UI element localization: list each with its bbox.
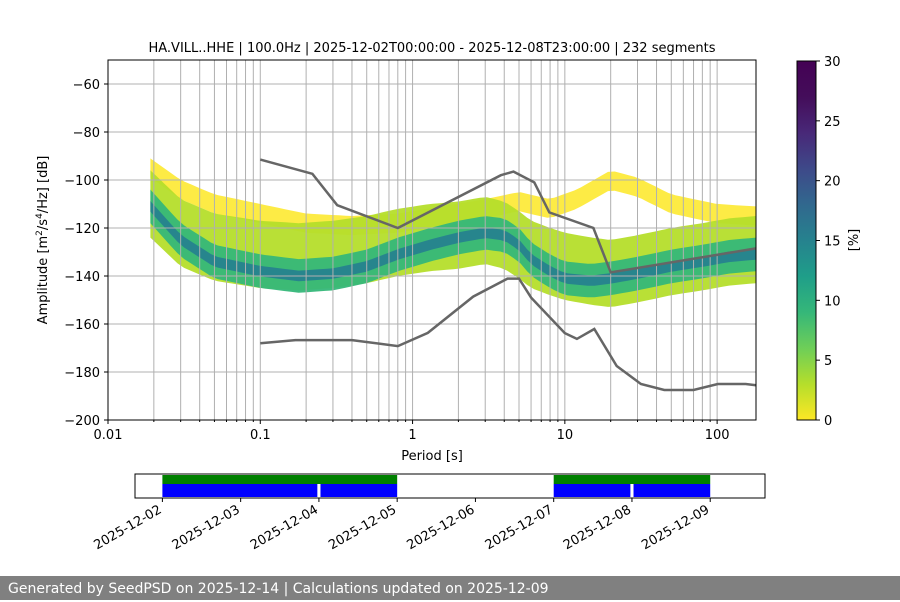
y-tick-label: −60 [73,78,100,93]
availability-frame [134,473,766,499]
footer-text: Generated by SeedPSD on 2025-12-14 | Cal… [8,581,549,597]
availability-span-green [553,475,711,484]
y-tick-label: −180 [64,366,100,381]
availability-date-ticks: 2025-12-02 2025-12-03 2025-12-04 2025-12-05… [91,498,712,553]
availability-span-blue [633,484,711,497]
availability-tick-label: 2025-12-06 [404,502,477,553]
y-tick-label: −160 [64,318,100,333]
availability-tick-label: 2025-12-03 [170,502,243,553]
availability-tick-label: 2025-12-04 [248,502,321,553]
availability-span-blue [162,484,318,497]
availability-tick-label: 2025-12-08 [561,502,634,553]
plot-frame [107,59,757,421]
colorbar-label: [%] [847,229,862,252]
density-band-upper [150,158,756,236]
availability-tick-label: 2025-12-09 [639,502,712,553]
y-tick-label: −80 [73,126,100,141]
y-tick-label: −200 [64,414,100,429]
x-tick-label: 1 [408,428,416,443]
x-axis-ticks: 0.01 0.1 1 10 100 [94,420,730,443]
availability-span-blue [553,484,631,497]
chart-title: HA.VILL..HHE | 100.0Hz | 2025-12-02T00:0… [148,41,715,56]
psd-heatmap [150,158,756,307]
x-tick-label: 10 [557,428,574,443]
nhnm-curve [259,158,757,274]
y-axis-label: Amplitude [m2/s4/Hz] [dB] [35,156,51,325]
colorbar-tick-label: 25 [824,115,841,130]
x-tick-label: 100 [705,428,730,443]
colorbar-ticks: 0 5 10 15 20 25 30 [816,55,841,429]
availability-tick-label: 2025-12-02 [91,502,164,553]
availability-span-green [162,475,398,484]
colorbar-tick-label: 10 [824,294,841,309]
x-axis-label: Period [s] [401,449,463,464]
footer-banner: Generated by SeedPSD on 2025-12-14 | Cal… [0,576,900,600]
y-tick-label: −140 [64,270,100,285]
availability-tick-label: 2025-12-05 [326,502,399,553]
colorbar-tick-label: 15 [824,235,841,250]
x-tick-label: 0.1 [250,428,271,443]
y-axis-ticks: −200 −180 −160 −140 −120 −100 −80 −60 [64,78,108,429]
colorbar [796,60,817,421]
availability-span-blue [320,484,398,497]
x-tick-label: 0.01 [94,428,123,443]
y-tick-label: −100 [64,174,100,189]
colorbar-tick-label: 20 [824,175,841,190]
density-band-core [150,201,756,286]
data-availability-bars [162,475,711,497]
colorbar-tick-label: 5 [824,354,832,369]
nlnm-curve [260,277,757,392]
availability-tick-label: 2025-12-07 [483,502,556,553]
colorbar-tick-label: 0 [824,414,832,429]
plot-grid [108,60,756,420]
colorbar-tick-label: 30 [824,55,841,70]
y-tick-label: −120 [64,222,100,237]
